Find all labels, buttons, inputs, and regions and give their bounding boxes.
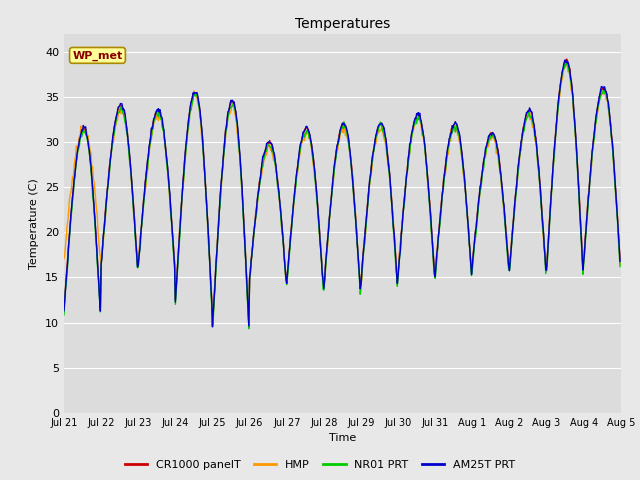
X-axis label: Time: Time (329, 433, 356, 443)
Title: Temperatures: Temperatures (295, 17, 390, 31)
Legend: CR1000 panelT, HMP, NR01 PRT, AM25T PRT: CR1000 panelT, HMP, NR01 PRT, AM25T PRT (120, 456, 520, 474)
Y-axis label: Temperature (C): Temperature (C) (29, 178, 40, 269)
Text: WP_met: WP_met (72, 50, 123, 60)
